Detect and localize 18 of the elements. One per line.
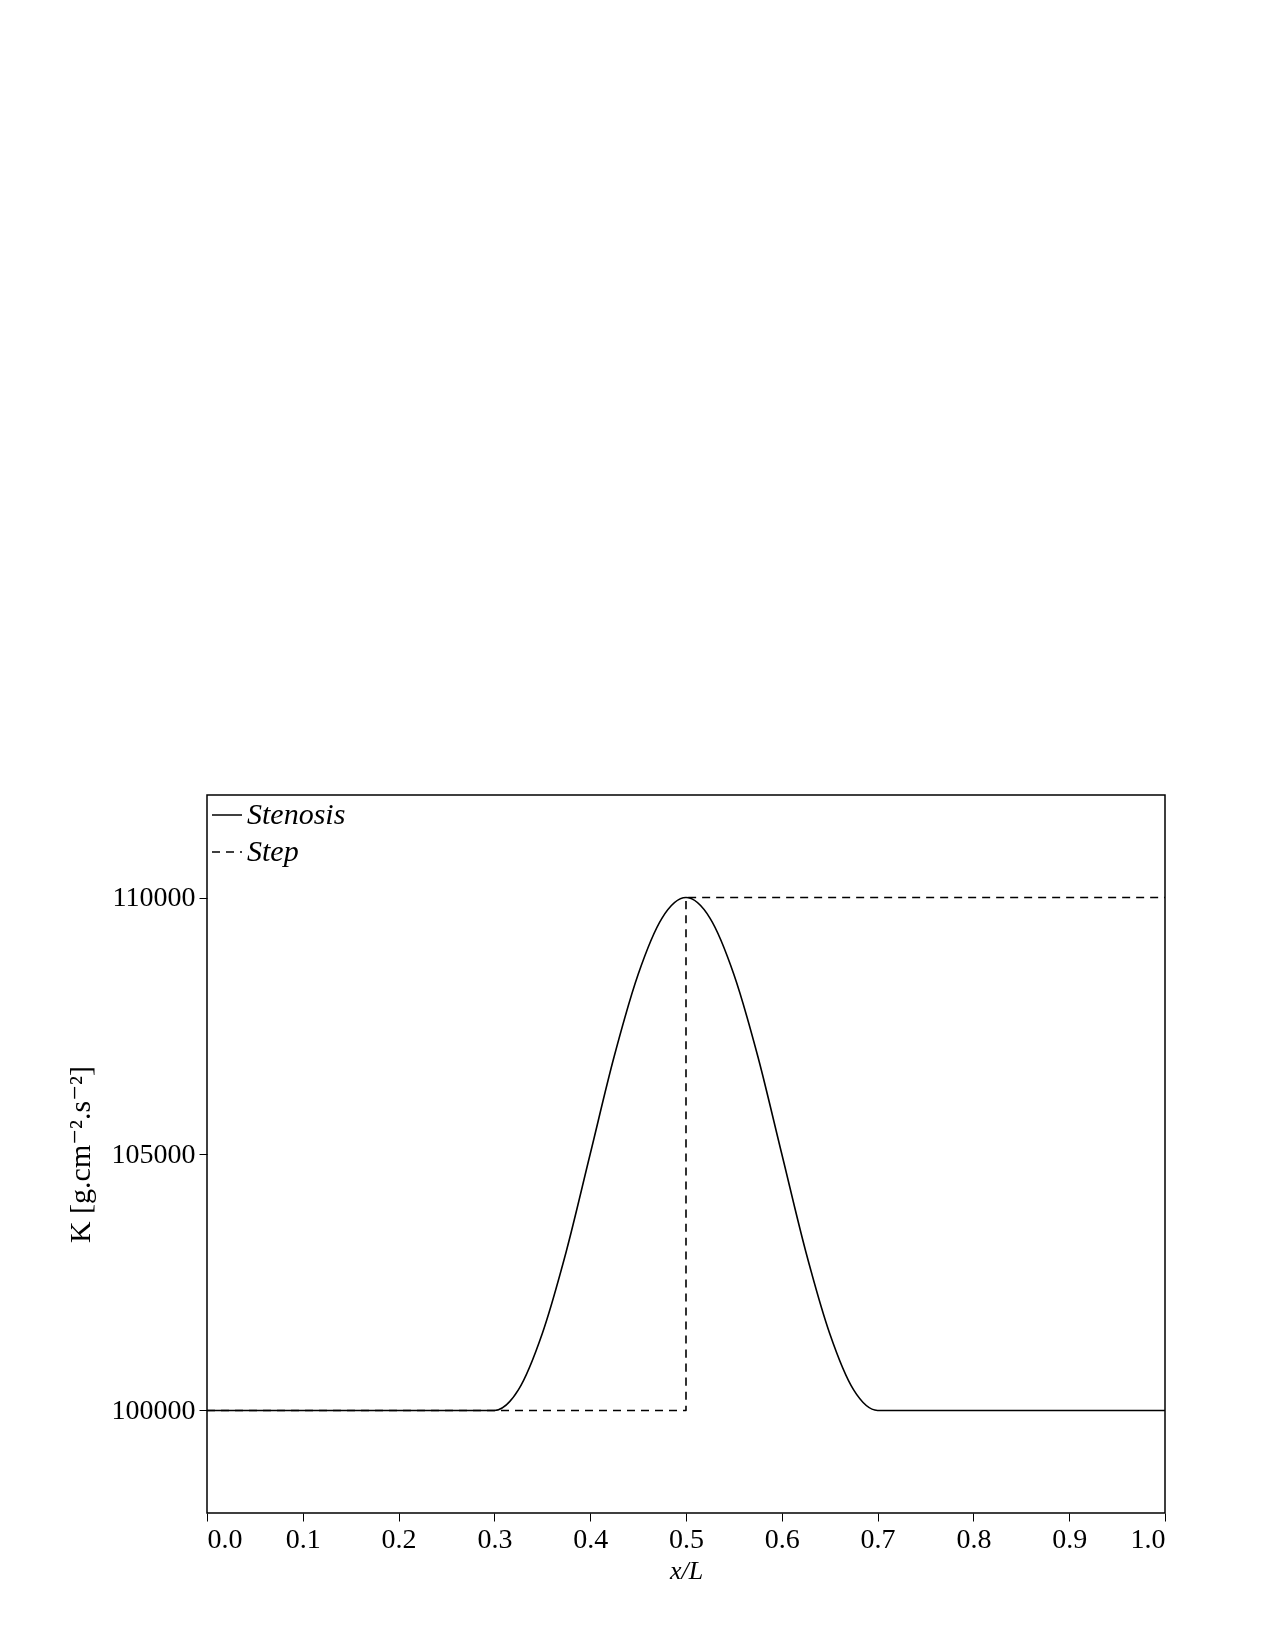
x-axis-title: x/L (668, 1555, 704, 1585)
x-tick-label: 0.5 (669, 1522, 704, 1554)
x-tick-label: 0.3 (477, 1522, 513, 1554)
y-axis-title: K [g.cm⁻².s⁻²] (62, 1065, 96, 1244)
legend-label: Stenosis (247, 797, 346, 830)
y-tick-label: 110000 (112, 881, 196, 913)
x-tick-label: 1.0 (1130, 1522, 1166, 1554)
x-tick-label: 0.4 (573, 1522, 609, 1554)
x-tick-label: 0.0 (207, 1522, 243, 1554)
y-tick-label: 105000 (111, 1137, 196, 1169)
x-tick-label: 0.1 (285, 1522, 321, 1554)
x-tick-label: 0.8 (956, 1522, 992, 1554)
y-tick-label: 100000 (111, 1393, 196, 1425)
x-tick-label: 0.7 (860, 1522, 896, 1554)
x-tick-label: 0.9 (1052, 1522, 1088, 1554)
x-tick-label: 0.2 (381, 1522, 417, 1554)
legend-label: Step (247, 834, 299, 867)
x-tick-label: 0.6 (764, 1522, 800, 1554)
